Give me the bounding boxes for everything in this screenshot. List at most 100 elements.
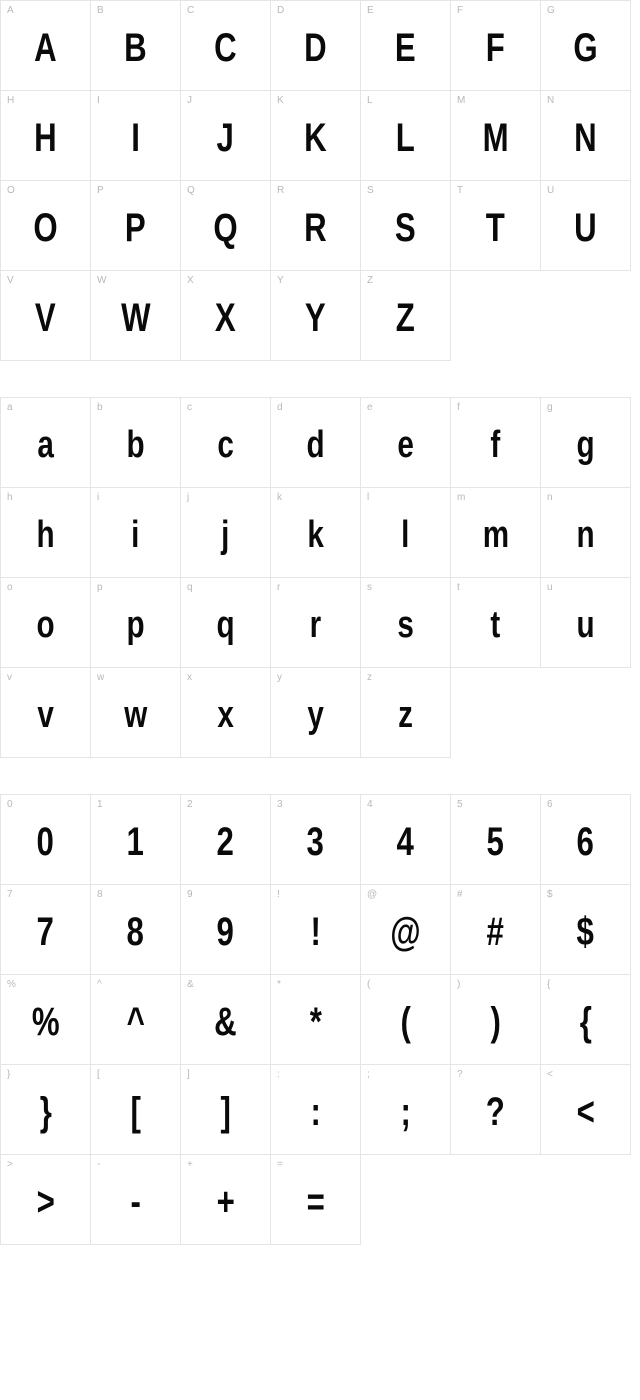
glyph-char: E: [395, 28, 416, 68]
glyph-cell: ^^: [91, 975, 181, 1065]
glyph-char: O: [33, 208, 57, 248]
glyph-cell: II: [91, 91, 181, 181]
glyph-cell: --: [91, 1155, 181, 1245]
glyph-cell: ]]: [181, 1065, 271, 1155]
glyph-label: <: [547, 1069, 553, 1080]
glyph-char: ): [490, 1002, 500, 1042]
glyph-cell: ++: [181, 1155, 271, 1245]
glyph-cell: QQ: [181, 181, 271, 271]
glyph-label: j: [187, 492, 189, 503]
glyph-char: z: [398, 696, 413, 734]
glyph-cell: EE: [361, 1, 451, 91]
glyph-cell: OO: [1, 181, 91, 271]
glyph-char: 2: [217, 822, 234, 862]
glyph-label: T: [457, 185, 463, 196]
glyph-cell: TT: [451, 181, 541, 271]
glyph-label: $: [547, 889, 553, 900]
glyph-label: %: [7, 979, 16, 990]
glyph-label: P: [97, 185, 104, 196]
glyph-cell: ff: [451, 398, 541, 488]
glyph-cell: [[: [91, 1065, 181, 1155]
glyph-label: M: [457, 95, 465, 106]
glyph-label: 6: [547, 799, 553, 810]
glyph-char: !: [310, 912, 320, 952]
glyph-cell: zz: [361, 668, 451, 758]
glyph-label: q: [187, 582, 193, 593]
glyph-cell: ll: [361, 488, 451, 578]
glyph-char: H: [34, 118, 57, 158]
glyph-char: @: [390, 912, 420, 952]
glyph-cell: 77: [1, 885, 91, 975]
glyph-char: -: [130, 1182, 140, 1222]
glyph-label: u: [547, 582, 553, 593]
glyph-label: 1: [97, 799, 103, 810]
glyph-char: q: [216, 606, 234, 644]
glyph-cell: PP: [91, 181, 181, 271]
glyph-char: h: [36, 516, 54, 554]
glyph-cell: YY: [271, 271, 361, 361]
glyph-label: c: [187, 402, 192, 413]
glyph-char: :: [310, 1092, 320, 1132]
glyph-char: M: [482, 118, 508, 158]
glyph-char: t: [491, 606, 501, 644]
glyph-char: K: [304, 118, 327, 158]
glyph-label: J: [187, 95, 192, 106]
glyph-cell: XX: [181, 271, 271, 361]
glyph-cell: 33: [271, 795, 361, 885]
glyph-label: N: [547, 95, 554, 106]
glyph-cell: tt: [451, 578, 541, 668]
glyph-label: (: [367, 979, 370, 990]
glyph-char: e: [397, 426, 413, 464]
glyph-cell: NN: [541, 91, 631, 181]
glyph-char: j: [221, 516, 229, 554]
character-map: AABBCCDDEEFFGGHHIIJJKKLLMMNNOOPPQQRRSSTT…: [0, 0, 640, 1245]
glyph-label: ]: [187, 1069, 190, 1080]
glyph-label: F: [457, 5, 463, 16]
glyph-char: c: [217, 426, 233, 464]
glyph-label: 8: [97, 889, 103, 900]
glyph-cell: uu: [541, 578, 631, 668]
glyph-label: X: [187, 275, 194, 286]
glyph-cell: 99: [181, 885, 271, 975]
glyph-label: l: [367, 492, 369, 503]
glyph-cell: &&: [181, 975, 271, 1065]
glyph-cell: vv: [1, 668, 91, 758]
glyph-char: N: [574, 118, 597, 158]
glyph-cell: FF: [451, 1, 541, 91]
glyph-cell: MM: [451, 91, 541, 181]
glyph-char: [: [130, 1092, 140, 1132]
glyph-cell: ::: [271, 1065, 361, 1155]
glyph-cell: 88: [91, 885, 181, 975]
glyph-label: ^: [97, 979, 102, 990]
glyph-cell: JJ: [181, 91, 271, 181]
glyph-char: L: [396, 118, 415, 158]
glyph-cell: oo: [1, 578, 91, 668]
glyph-char: n: [576, 516, 594, 554]
glyph-label: U: [547, 185, 554, 196]
glyph-char: G: [573, 28, 597, 68]
glyph-label: m: [457, 492, 465, 503]
glyph-cell: }}: [1, 1065, 91, 1155]
glyph-cell: 44: [361, 795, 451, 885]
glyph-label: s: [367, 582, 372, 593]
glyph-label: D: [277, 5, 284, 16]
glyph-label: o: [7, 582, 13, 593]
glyph-char: l: [401, 516, 409, 554]
glyph-char: 4: [397, 822, 414, 862]
glyph-char: f: [491, 426, 501, 464]
glyph-char: A: [34, 28, 57, 68]
glyph-cell: ;;: [361, 1065, 451, 1155]
glyph-char: T: [486, 208, 505, 248]
glyph-grid: AABBCCDDEEFFGGHHIIJJKKLLMMNNOOPPQQRRSSTT…: [0, 0, 631, 361]
glyph-grid: 00112233445566778899!!@@##$$%%^^&&**(())…: [0, 794, 631, 1245]
glyph-cell: 00: [1, 795, 91, 885]
glyph-label: A: [7, 5, 14, 16]
glyph-cell: DD: [271, 1, 361, 91]
glyph-cell: AA: [1, 1, 91, 91]
glyph-char: b: [126, 426, 144, 464]
glyph-cell: 55: [451, 795, 541, 885]
glyph-label: n: [547, 492, 553, 503]
glyph-cell: nn: [541, 488, 631, 578]
glyph-char: V: [35, 298, 56, 338]
glyph-char: (: [400, 1002, 410, 1042]
